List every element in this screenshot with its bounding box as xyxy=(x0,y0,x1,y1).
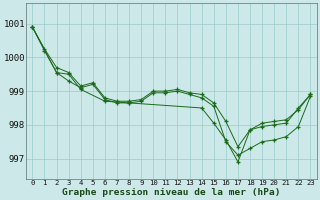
X-axis label: Graphe pression niveau de la mer (hPa): Graphe pression niveau de la mer (hPa) xyxy=(62,188,281,197)
